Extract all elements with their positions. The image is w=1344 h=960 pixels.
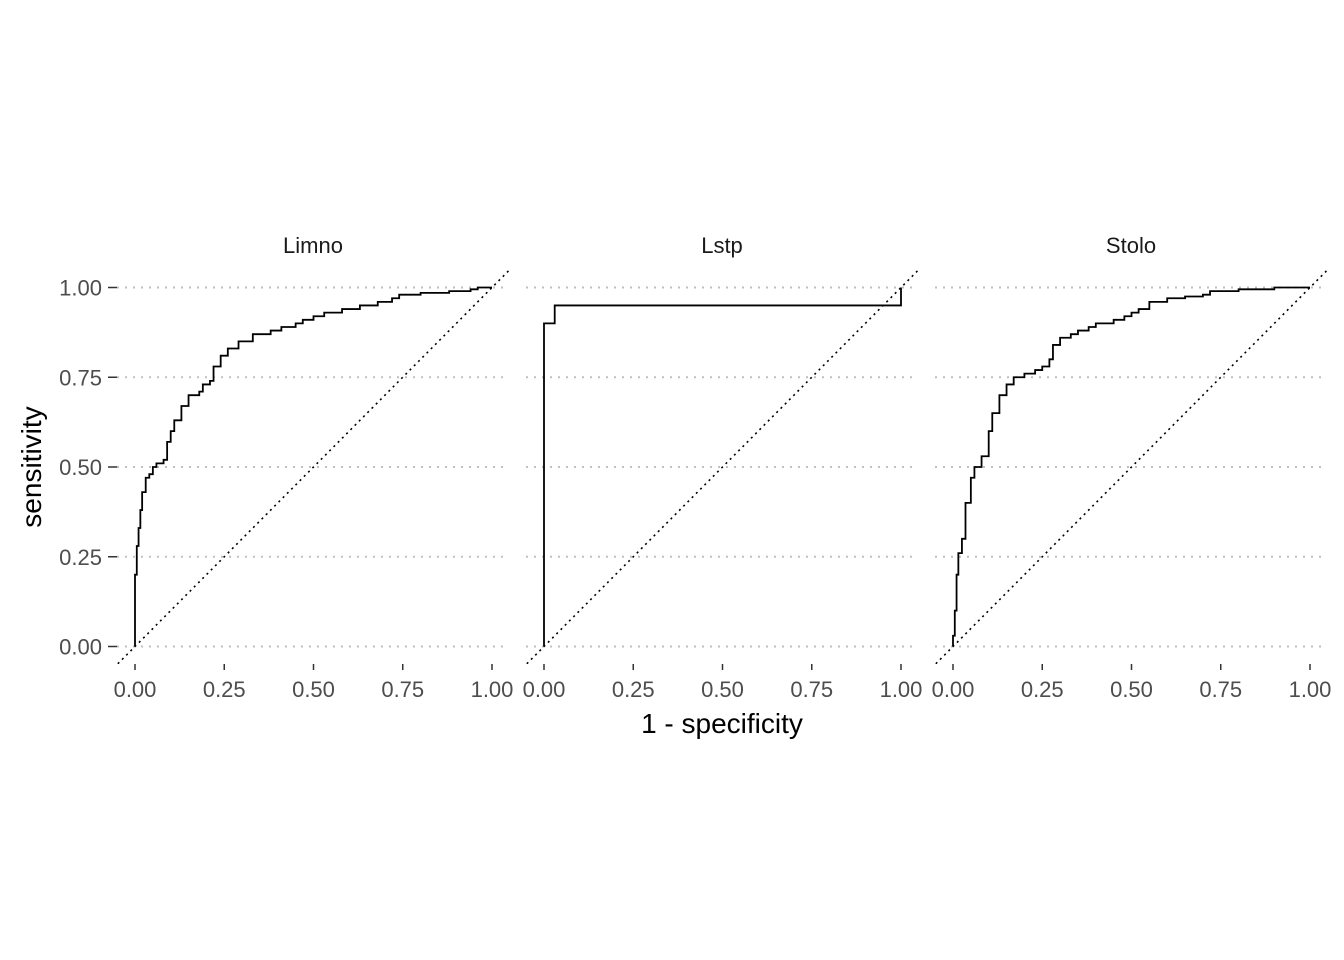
x-tick-label: 1.00 — [471, 677, 514, 702]
y-tick-label: 1.00 — [59, 276, 102, 301]
x-tick-label: 0.25 — [612, 677, 655, 702]
panel-strip-label: Limno — [283, 233, 343, 258]
roc-curve-limno — [134, 286, 492, 647]
reference-diagonal-line — [935, 270, 1327, 664]
panel-strip-label: Lstp — [701, 233, 743, 258]
y-tick-label: 0.50 — [59, 455, 102, 480]
x-tick-label: 0.75 — [1199, 677, 1242, 702]
panels-layer: Limno 0.00 0.25 0.50 0.75 1.00 Lstp 0.00 0.25 0.5… — [114, 233, 1332, 702]
y-axis: 0.00 0.25 0.50 0.75 1.00 — [59, 276, 117, 660]
x-tick-label: 0.00 — [523, 677, 566, 702]
reference-diagonal-line — [526, 270, 918, 664]
y-tick-label: 0.25 — [59, 545, 102, 570]
x-tick-label: 0.00 — [932, 677, 975, 702]
x-tick-label: 1.00 — [880, 677, 923, 702]
x-tick-label: 0.25 — [203, 677, 246, 702]
y-tick-label: 0.75 — [59, 365, 102, 390]
x-tick-label: 0.00 — [114, 677, 157, 702]
roc-curve-lstp — [543, 287, 902, 647]
x-tick-label: 1.00 — [1289, 677, 1332, 702]
reference-diagonal-line — [117, 270, 509, 664]
panel-strip-label: Stolo — [1106, 233, 1156, 258]
x-tick-label: 0.75 — [790, 677, 833, 702]
roc-curve-stolo — [952, 286, 1310, 647]
panel-stolo: Stolo 0.00 0.25 0.50 0.75 1.00 — [932, 233, 1332, 702]
x-tick-label: 0.25 — [1021, 677, 1064, 702]
x-tick-label: 0.50 — [292, 677, 335, 702]
x-axis-title: 1 - specificity — [641, 708, 803, 739]
panel-lstp: Lstp 0.00 0.25 0.50 0.75 1.00 — [523, 233, 923, 702]
x-tick-label: 0.50 — [701, 677, 744, 702]
y-tick-label: 0.00 — [59, 635, 102, 660]
x-tick-label: 0.50 — [1110, 677, 1153, 702]
y-axis-title: sensitivity — [16, 406, 47, 527]
panel-limno: Limno 0.00 0.25 0.50 0.75 1.00 — [114, 233, 514, 702]
x-tick-label: 0.75 — [381, 677, 424, 702]
